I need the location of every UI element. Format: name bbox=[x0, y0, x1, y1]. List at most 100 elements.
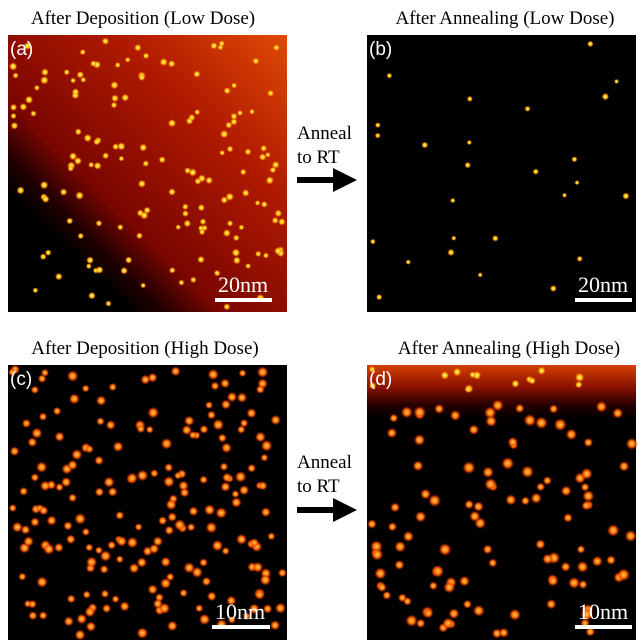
adatom bbox=[167, 118, 177, 128]
adatom bbox=[414, 510, 427, 523]
adatom bbox=[41, 195, 50, 204]
adatom bbox=[118, 155, 125, 162]
adatom bbox=[199, 218, 207, 226]
adatom bbox=[466, 139, 473, 146]
adatom bbox=[178, 480, 189, 492]
adatom bbox=[93, 161, 102, 170]
adatom bbox=[40, 68, 49, 77]
adatom bbox=[542, 476, 552, 486]
adatom bbox=[514, 403, 525, 414]
adatom bbox=[219, 129, 229, 139]
adatom bbox=[269, 620, 281, 631]
adatom bbox=[134, 522, 143, 532]
adatom bbox=[150, 469, 159, 478]
adatom bbox=[30, 110, 37, 117]
adatom bbox=[199, 558, 208, 567]
adatom bbox=[266, 89, 275, 97]
adatom bbox=[31, 427, 43, 439]
adatom bbox=[260, 453, 269, 462]
adatom bbox=[178, 279, 185, 286]
adatom bbox=[523, 413, 537, 427]
adatom bbox=[55, 482, 64, 492]
adatom bbox=[397, 593, 407, 603]
adatom bbox=[36, 576, 48, 588]
adatom bbox=[438, 542, 452, 557]
adatom bbox=[81, 384, 90, 393]
adatom bbox=[67, 459, 78, 471]
adatom bbox=[221, 442, 232, 454]
adatom bbox=[105, 419, 116, 431]
adatom bbox=[218, 40, 226, 47]
adatom bbox=[211, 539, 224, 552]
adatom bbox=[412, 460, 424, 472]
adatom bbox=[186, 522, 196, 532]
adatom bbox=[423, 608, 434, 619]
adatom bbox=[267, 532, 276, 541]
adatom bbox=[223, 303, 231, 311]
adatom bbox=[12, 72, 19, 79]
adatom bbox=[488, 558, 498, 568]
adatom bbox=[389, 413, 399, 423]
adatom bbox=[369, 238, 376, 245]
adatom bbox=[402, 530, 414, 543]
adatom bbox=[405, 614, 418, 627]
adatom bbox=[245, 262, 252, 270]
adatom bbox=[244, 148, 252, 156]
adatom bbox=[105, 300, 112, 307]
adatom bbox=[8, 503, 17, 513]
adatom bbox=[53, 542, 64, 553]
adatom bbox=[501, 456, 515, 470]
adatom bbox=[35, 461, 48, 473]
adatom bbox=[210, 41, 218, 50]
adatom bbox=[85, 556, 98, 568]
adatom bbox=[274, 209, 283, 218]
adatom bbox=[560, 561, 571, 572]
adatom bbox=[75, 191, 84, 200]
panel-label: (d) bbox=[369, 369, 392, 390]
adatom bbox=[23, 536, 34, 547]
adatom bbox=[164, 462, 174, 473]
adatom bbox=[238, 369, 247, 378]
adatom bbox=[220, 399, 232, 410]
adatom bbox=[386, 427, 398, 439]
adatom bbox=[77, 232, 85, 240]
adatom bbox=[394, 559, 405, 571]
adatom bbox=[508, 608, 522, 621]
adatom bbox=[54, 431, 65, 442]
adatom bbox=[138, 73, 146, 82]
adatom bbox=[84, 606, 96, 618]
adatom bbox=[537, 366, 546, 375]
adatom bbox=[73, 156, 82, 165]
adatom bbox=[160, 556, 172, 568]
adatom bbox=[482, 544, 493, 555]
adatom bbox=[464, 499, 474, 510]
adatom bbox=[534, 416, 548, 430]
adatom bbox=[119, 601, 130, 612]
adatom bbox=[265, 176, 274, 185]
adatom bbox=[582, 489, 595, 503]
stm-image bbox=[367, 35, 636, 312]
adatom bbox=[511, 379, 520, 388]
adatom bbox=[87, 291, 96, 300]
adatom bbox=[553, 418, 567, 432]
adatom bbox=[115, 510, 125, 520]
adatom bbox=[85, 621, 97, 632]
adatom bbox=[107, 540, 117, 550]
adatom bbox=[443, 581, 456, 594]
adatom bbox=[464, 161, 471, 169]
adatom bbox=[491, 234, 499, 242]
adatom bbox=[54, 272, 63, 281]
adatom bbox=[498, 627, 509, 638]
adatom bbox=[23, 41, 32, 51]
adatom bbox=[68, 393, 80, 405]
adatom bbox=[578, 579, 588, 590]
adatom bbox=[212, 418, 225, 431]
adatom bbox=[387, 522, 398, 532]
adatom bbox=[142, 52, 150, 60]
adatom bbox=[235, 533, 248, 545]
adatom bbox=[111, 595, 120, 604]
adatom bbox=[232, 234, 240, 242]
adatom bbox=[269, 166, 277, 174]
adatom bbox=[451, 235, 457, 241]
adatom bbox=[601, 92, 610, 101]
